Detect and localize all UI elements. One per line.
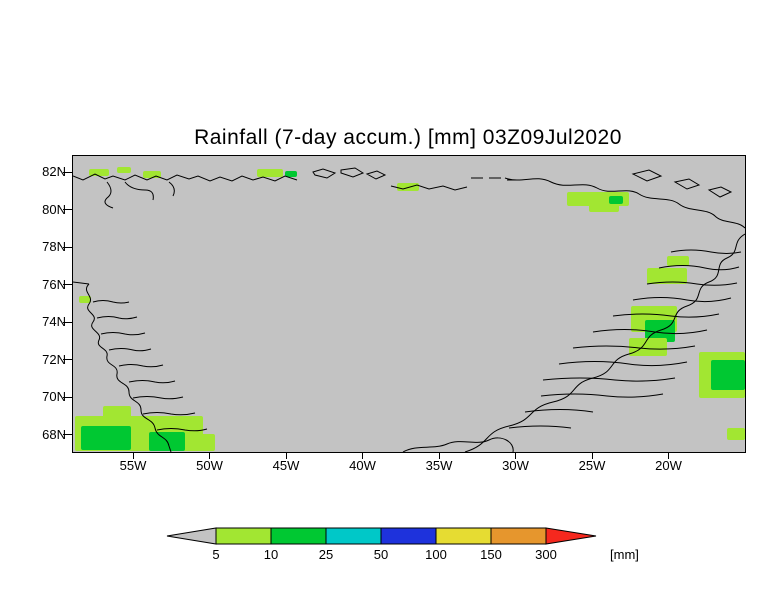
rain-patch	[285, 171, 297, 177]
rain-patch	[397, 183, 419, 191]
y-tick-mark	[63, 359, 72, 361]
x-tick-mark	[438, 452, 440, 459]
coastline-paths	[73, 167, 745, 452]
coastline-east	[464, 233, 745, 452]
x-tick-label: 45W	[272, 458, 300, 473]
coastline-layer	[73, 167, 745, 452]
x-tick-mark	[515, 452, 516, 459]
rain-patch	[609, 196, 623, 204]
colorbar-unit-label: [mm]	[610, 547, 639, 562]
coastline-south	[402, 437, 514, 452]
coastline-ne-islands	[631, 169, 733, 198]
coastline-north-fjords	[104, 181, 175, 209]
x-tick-label: 40W	[349, 458, 376, 473]
y-tick-label: 76N	[42, 276, 66, 292]
chart-title: Rainfall (7-day accum.) [mm] 03Z09Jul202…	[194, 126, 622, 149]
colorbar-boundary-label: 150	[480, 547, 502, 562]
coastline-north-west	[73, 173, 298, 182]
rain-patch	[89, 169, 109, 176]
rain-patches-layer	[73, 156, 745, 452]
colorbar-segment	[435, 527, 492, 545]
rain-patch	[645, 320, 675, 342]
colorbar-segment	[380, 527, 437, 545]
colorbar-segment	[490, 527, 547, 545]
rain-patch	[257, 169, 283, 177]
colorbar: 5 10 25 50 100 150 300 [mm]	[166, 527, 639, 562]
colorbar-boundary-label: 25	[319, 547, 333, 562]
colorbar-segment	[215, 527, 272, 545]
rain-patch	[629, 338, 667, 356]
y-tick-label: 74N	[42, 314, 66, 330]
x-tick-mark	[591, 452, 593, 459]
y-tick-label: 80N	[42, 201, 66, 217]
rain-patch	[103, 406, 131, 420]
y-tick-mark	[63, 284, 72, 286]
colorbar-segment	[545, 527, 597, 545]
colorbar-segment	[325, 527, 382, 545]
rain-patch	[711, 360, 745, 390]
rain-patch	[143, 171, 161, 178]
colorbar-boundary-label: 300	[535, 547, 557, 562]
rain-patch	[191, 434, 215, 451]
coastline-north-mid	[390, 184, 468, 191]
y-tick-mark	[63, 246, 72, 248]
x-tick-label: 20W	[655, 458, 682, 473]
coastline-west	[85, 283, 172, 452]
x-tick-mark	[668, 452, 669, 459]
x-tick-mark	[285, 452, 287, 459]
rain-patch	[647, 268, 687, 284]
rain-patch	[589, 202, 619, 212]
map-plot	[72, 155, 746, 453]
rain-patch	[117, 167, 131, 173]
colorbar-boundary-label: 10	[264, 547, 278, 562]
y-tick-mark	[63, 434, 72, 436]
colorbar-segment	[270, 527, 327, 545]
colorbar-boundary-label: 50	[374, 547, 388, 562]
coastline-east-fjords	[508, 249, 742, 429]
rain-patch	[79, 296, 91, 303]
coastline-west-fjords	[92, 300, 208, 432]
y-tick-label: 78N	[42, 239, 66, 255]
colorbar-boundary-label: 100	[425, 547, 447, 562]
x-tick-label: 25W	[578, 458, 606, 473]
x-tick-mark	[362, 452, 363, 459]
y-tick-mark	[63, 396, 72, 398]
rain-patch	[727, 428, 745, 440]
y-tick-mark	[63, 209, 72, 211]
y-tick-mark	[63, 321, 72, 323]
y-tick-label: 70N	[42, 389, 66, 405]
y-tick-mark	[63, 171, 72, 173]
x-tick-mark	[209, 452, 210, 459]
x-tick-label: 55W	[119, 458, 147, 473]
x-tick-mark	[132, 452, 134, 459]
y-tick-label: 72N	[42, 351, 66, 367]
rain-patch	[81, 426, 131, 450]
coastline-west-edge-stub	[73, 281, 90, 285]
y-tick-label: 68N	[42, 426, 66, 442]
rain-patch	[667, 256, 689, 266]
colorbar-boundary-label: 5	[212, 547, 219, 562]
x-tick-label: 35W	[425, 458, 453, 473]
x-tick-label: 30W	[502, 458, 529, 473]
y-tick-label: 82N	[42, 164, 66, 179]
x-tick-label: 50W	[196, 458, 223, 473]
coastline-north-islands	[312, 167, 387, 180]
coastline-north-east	[504, 177, 745, 229]
colorbar-segment	[166, 527, 217, 545]
